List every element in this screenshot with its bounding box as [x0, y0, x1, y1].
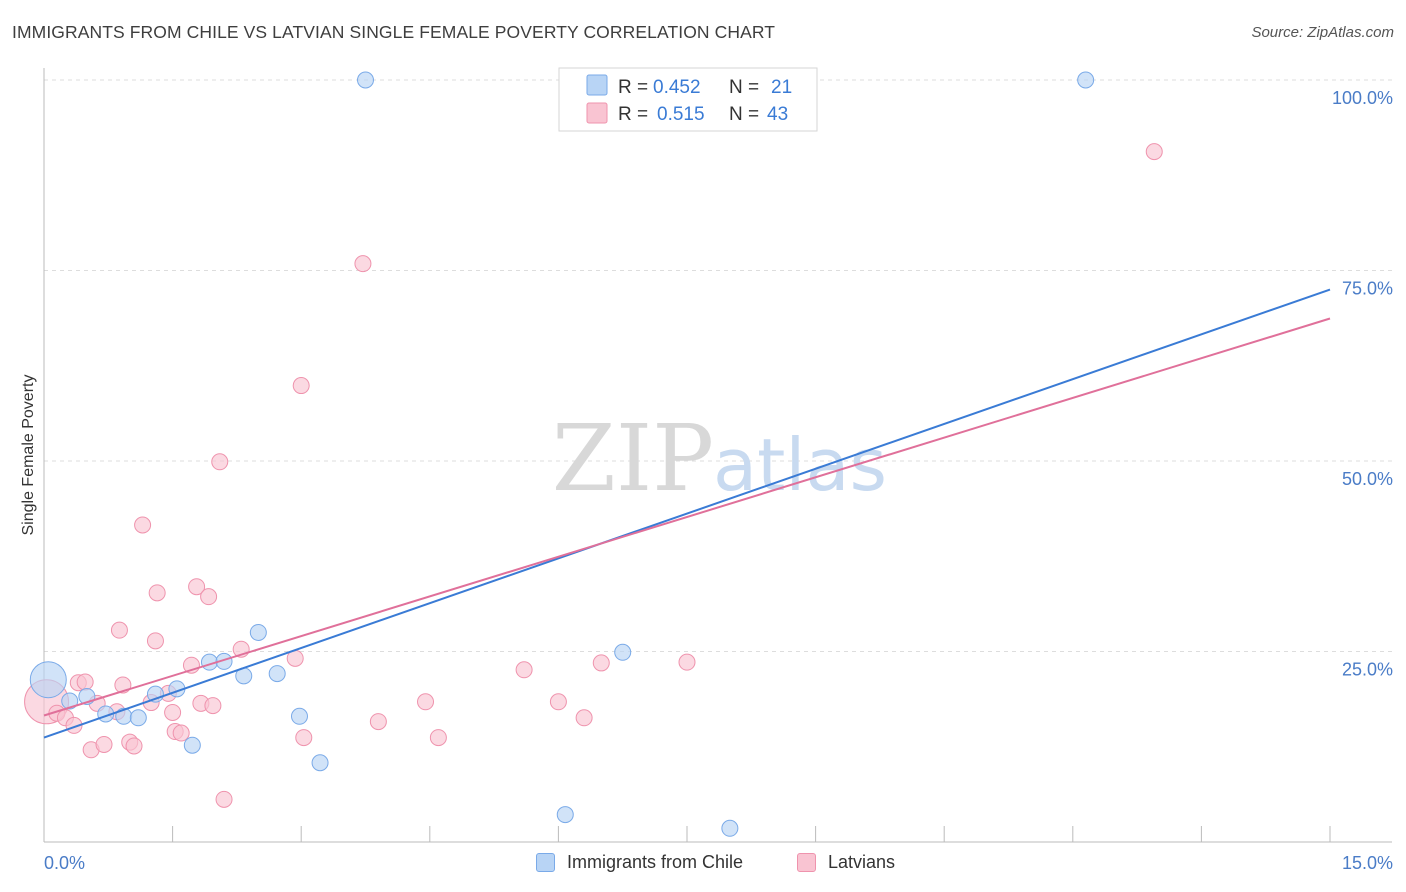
- legend-label-chile: Immigrants from Chile: [567, 852, 744, 872]
- chile-trendline: [43, 288, 1331, 739]
- chile-point: [556, 806, 574, 824]
- chile-point: [249, 623, 267, 641]
- latvian-point: [295, 729, 313, 747]
- latvian-point: [429, 729, 447, 747]
- chile-points: [29, 71, 1095, 837]
- chile-point: [357, 71, 374, 89]
- legend-n-label: N =: [729, 104, 759, 125]
- legend-n-value: 43: [767, 104, 788, 125]
- latvian-point: [417, 693, 435, 711]
- chile-point: [61, 692, 79, 710]
- latvian-point: [592, 654, 610, 672]
- legend-n-value: 21: [771, 77, 792, 98]
- chile-point: [290, 707, 308, 725]
- legend-n-label: N =: [729, 77, 759, 98]
- latvian-point: [172, 724, 190, 742]
- latvian-point: [110, 621, 128, 639]
- chile-point: [311, 754, 329, 772]
- latvian-point: [146, 632, 164, 650]
- y-tick-label: 75.0%: [1342, 279, 1393, 299]
- chile-point: [183, 736, 201, 754]
- latvian-point: [515, 661, 533, 679]
- trendlines: [43, 288, 1331, 739]
- latvian-point: [76, 673, 94, 691]
- legend-swatch-chile: [536, 853, 555, 872]
- latvian-point: [549, 693, 567, 711]
- latvian-point: [369, 713, 387, 731]
- watermark-zip: ZIP: [552, 405, 714, 512]
- chile-point: [1077, 71, 1095, 89]
- latvian-point: [1145, 143, 1163, 161]
- legend-r-value: 0.452: [653, 77, 701, 98]
- latvian-point: [95, 735, 113, 753]
- watermark: ZIP atlas: [552, 405, 887, 512]
- chart-title: IMMIGRANTS FROM CHILE VS LATVIAN SINGLE …: [12, 22, 776, 42]
- y-tick-label: 25.0%: [1342, 660, 1393, 680]
- legend-r-label: R =: [618, 104, 648, 125]
- x-tick-label: 15.0%: [1342, 853, 1393, 873]
- tick-labels: 25.0% 50.0% 75.0% 100.0% 0.0% 15.0%: [44, 88, 1393, 873]
- latvian-point: [148, 584, 166, 602]
- legend-swatch-latvians: [797, 853, 816, 872]
- latvian-point: [575, 709, 593, 727]
- correlation-legend: R = 0.452 N = 21 R = 0.515 N = 43: [558, 67, 818, 132]
- legend-r-value: 0.515: [657, 104, 705, 125]
- chile-point: [29, 661, 67, 699]
- x-tick-label: 0.0%: [44, 853, 85, 873]
- latvian-point: [134, 516, 152, 534]
- latvian-point: [354, 255, 372, 273]
- chile-point: [721, 819, 739, 837]
- latvian-points: [24, 143, 1163, 808]
- latvian-point: [211, 453, 229, 471]
- latvian-point: [678, 653, 696, 671]
- latvian-point: [204, 697, 222, 715]
- latvian-point: [125, 737, 143, 755]
- source-credit: Source: ZipAtlas.com: [1251, 24, 1394, 41]
- bottom-legend: Immigrants from Chile Latvians: [0, 852, 1406, 878]
- latvian-point: [164, 703, 182, 721]
- gridlines: [44, 79, 1392, 652]
- latvian-trendline: [43, 317, 1331, 717]
- y-tick-label: 50.0%: [1342, 469, 1393, 489]
- legend-r-label: R =: [618, 77, 648, 98]
- latvian-point: [215, 790, 233, 808]
- legend-swatch-latvian: [586, 102, 608, 124]
- y-tick-label: 100.0%: [1332, 88, 1393, 108]
- legend-label-latvians: Latvians: [828, 852, 896, 872]
- chile-point: [268, 665, 286, 683]
- latvian-point: [292, 377, 310, 395]
- latvian-point: [200, 588, 218, 606]
- legend-swatch-chile: [586, 74, 608, 96]
- latvian-point: [188, 578, 206, 596]
- legend-item-latvians: Latvians: [797, 852, 895, 873]
- chile-point: [129, 709, 147, 727]
- legend-item-chile: Immigrants from Chile: [536, 852, 743, 873]
- chile-point: [614, 643, 632, 661]
